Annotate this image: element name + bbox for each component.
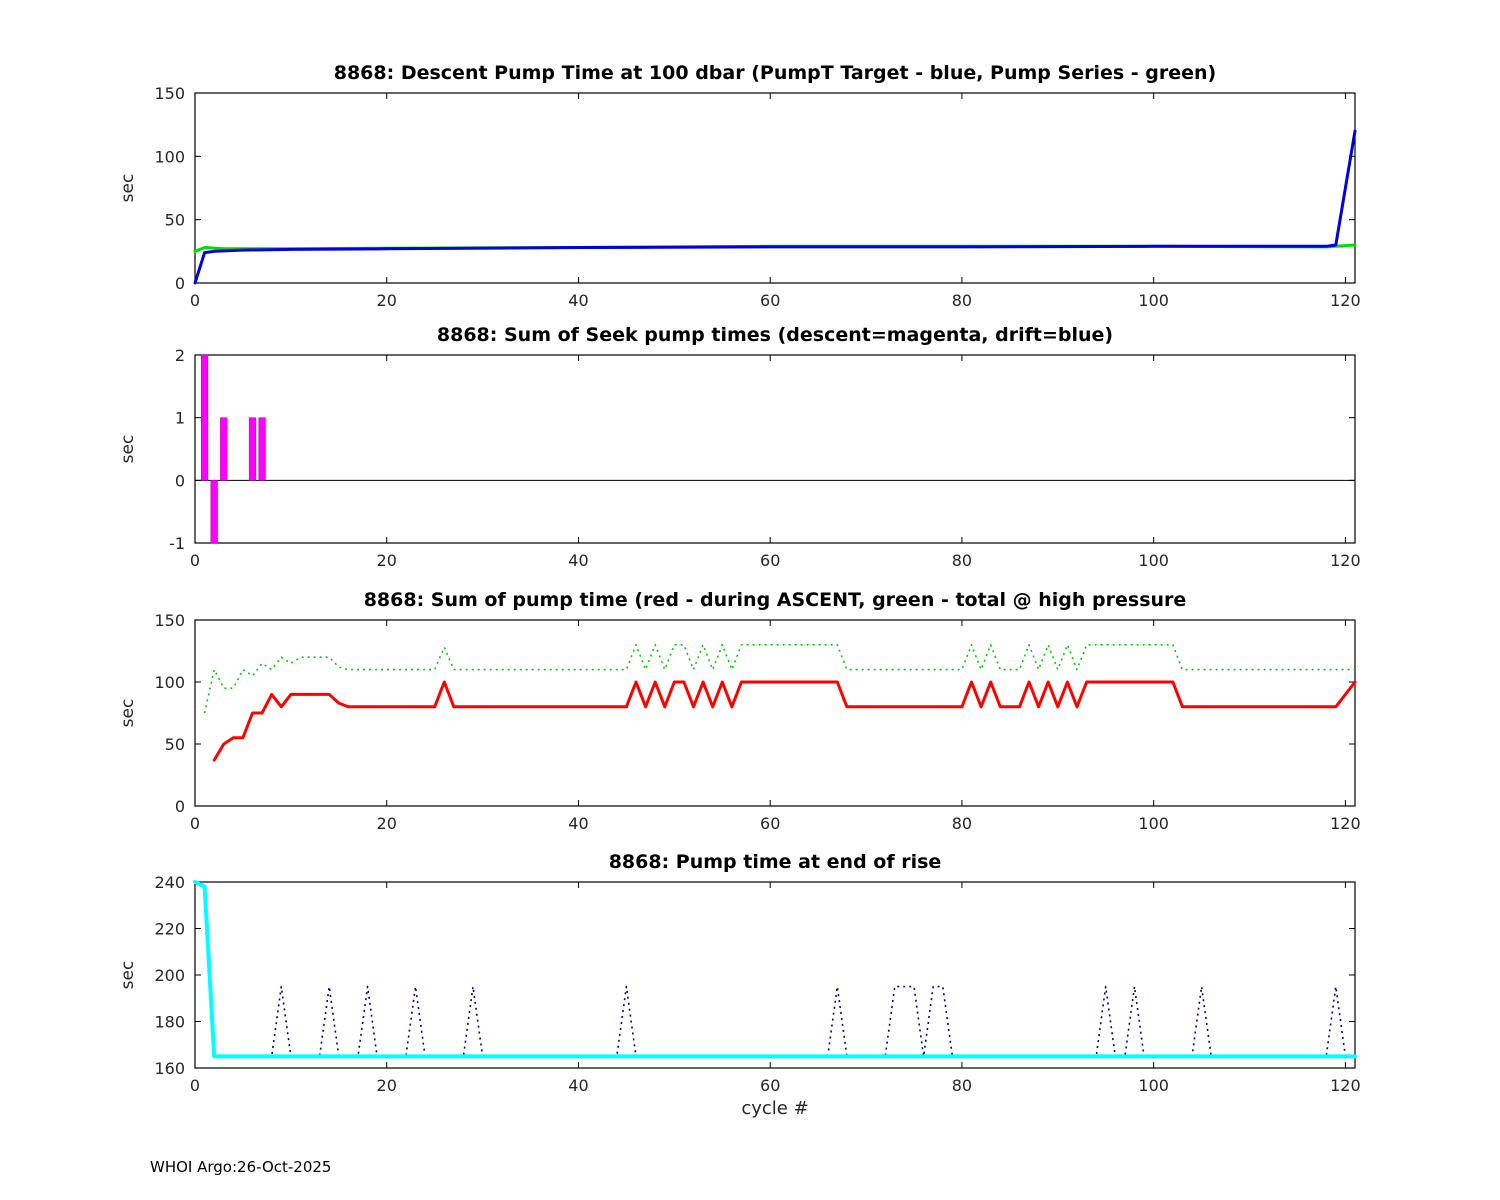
svg-text:40: 40 [568,551,588,570]
svg-text:50: 50 [165,211,185,230]
footer-text: WHOI Argo:26-Oct-2025 [150,1158,332,1176]
x-axis-label: cycle # [741,1098,809,1119]
svg-text:0: 0 [190,291,200,310]
svg-text:120: 120 [1330,291,1361,310]
svg-text:20: 20 [377,291,397,310]
svg-text:100: 100 [1138,551,1169,570]
svg-text:80: 80 [952,814,972,833]
svg-text:150: 150 [154,611,185,630]
chart-title-seek-pump-times: 8868: Sum of Seek pump times (descent=ma… [436,324,1114,346]
svg-text:-1: -1 [169,534,185,553]
svg-text:60: 60 [760,814,780,833]
svg-text:0: 0 [190,551,200,570]
svg-text:60: 60 [760,1076,780,1095]
svg-text:100: 100 [1138,291,1169,310]
svg-text:20: 20 [377,814,397,833]
svg-text:50: 50 [165,735,185,754]
svg-text:100: 100 [154,673,185,692]
svg-text:220: 220 [154,920,185,939]
svg-text:0: 0 [190,1076,200,1095]
svg-text:0: 0 [175,471,185,490]
chart-title-pump-time-end-of-rise: 8868: Pump time at end of rise [608,851,942,873]
svg-text:240: 240 [154,873,185,892]
svg-text:20: 20 [377,551,397,570]
svg-text:120: 120 [1330,1076,1361,1095]
svg-text:1: 1 [175,409,185,428]
svg-text:0: 0 [175,274,185,293]
svg-text:60: 60 [760,291,780,310]
svg-text:120: 120 [1330,551,1361,570]
svg-text:40: 40 [568,291,588,310]
svg-text:80: 80 [952,551,972,570]
chart-title-sum-pump-time: 8868: Sum of pump time (red - during ASC… [363,589,1187,611]
svg-text:2: 2 [175,346,185,365]
svg-text:100: 100 [1138,814,1169,833]
svg-text:20: 20 [377,1076,397,1095]
svg-text:0: 0 [190,814,200,833]
svg-text:150: 150 [154,84,185,103]
svg-text:80: 80 [952,1076,972,1095]
chart-title-descent-pump-time: 8868: Descent Pump Time at 100 dbar (Pum… [333,62,1217,84]
svg-text:60: 60 [760,551,780,570]
svg-text:200: 200 [154,966,185,985]
svg-text:120: 120 [1330,814,1361,833]
svg-text:0: 0 [175,797,185,816]
svg-text:180: 180 [154,1013,185,1032]
svg-text:80: 80 [952,291,972,310]
svg-text:40: 40 [568,814,588,833]
svg-text:40: 40 [568,1076,588,1095]
svg-text:160: 160 [154,1059,185,1078]
svg-text:100: 100 [154,147,185,166]
svg-text:100: 100 [1138,1076,1169,1095]
